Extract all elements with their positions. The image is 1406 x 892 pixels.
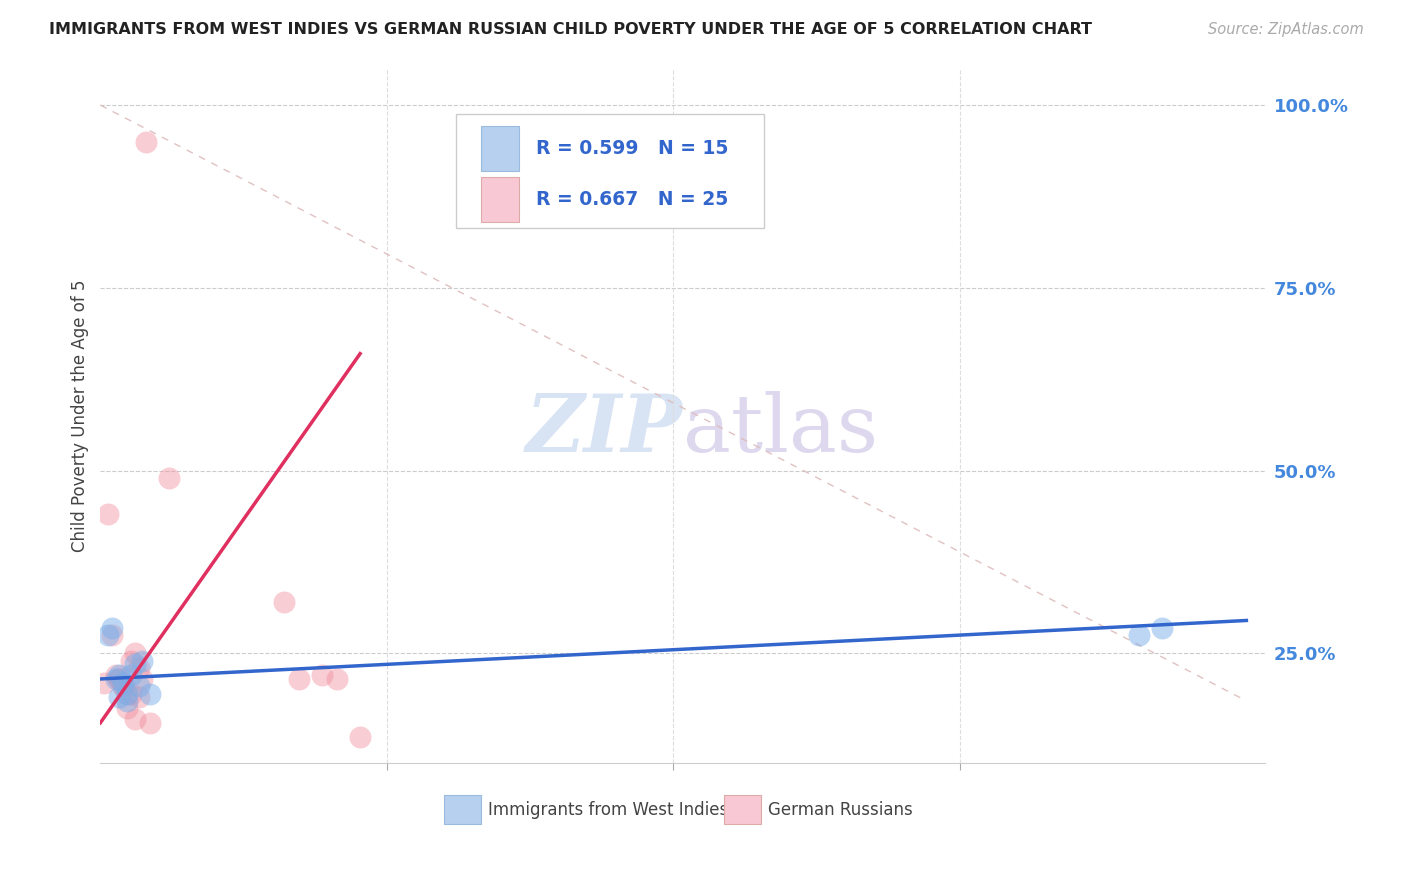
Point (349, 731, 371, 745)
Text: German Russians: German Russians (768, 801, 912, 819)
Point (115, 701, 138, 715)
Point (124, 646, 146, 660)
Point (120, 668, 142, 682)
Point (120, 654, 142, 668)
Point (108, 690, 131, 705)
Point (112, 679, 135, 693)
Point (101, 628, 124, 642)
Point (273, 595, 295, 609)
Point (157, 471, 180, 485)
Y-axis label: Child Poverty Under the Age of 5: Child Poverty Under the Age of 5 (72, 279, 89, 552)
Text: atlas: atlas (683, 391, 877, 468)
FancyBboxPatch shape (724, 795, 761, 824)
Point (115, 694, 138, 708)
Point (97, 508, 120, 522)
Point (131, 654, 153, 668)
Point (101, 621, 124, 635)
FancyBboxPatch shape (481, 177, 519, 222)
Text: R = 0.599   N = 15: R = 0.599 N = 15 (536, 139, 728, 158)
Point (135, 135, 157, 149)
Point (97, 628, 120, 642)
Text: Source: ZipAtlas.com: Source: ZipAtlas.com (1208, 22, 1364, 37)
FancyBboxPatch shape (456, 113, 765, 228)
Point (108, 672, 131, 686)
Point (108, 668, 131, 682)
Point (131, 672, 153, 686)
Point (104, 668, 127, 682)
Point (311, 668, 333, 682)
Text: R = 0.667   N = 25: R = 0.667 N = 25 (536, 190, 728, 209)
Point (128, 679, 150, 693)
Point (104, 672, 127, 686)
Point (108, 672, 131, 686)
Point (1152, 621, 1174, 635)
FancyBboxPatch shape (444, 795, 481, 824)
Point (124, 657, 146, 672)
Point (326, 672, 349, 686)
Point (112, 679, 135, 693)
Point (288, 672, 311, 686)
FancyBboxPatch shape (481, 127, 519, 171)
Point (115, 687, 138, 701)
Point (124, 712, 146, 726)
Point (93, 675, 115, 690)
Point (139, 715, 162, 730)
Point (115, 687, 138, 701)
Point (128, 690, 150, 705)
Text: ZIP: ZIP (526, 391, 683, 468)
Point (139, 687, 162, 701)
Point (120, 687, 142, 701)
Text: IMMIGRANTS FROM WEST INDIES VS GERMAN RUSSIAN CHILD POVERTY UNDER THE AGE OF 5 C: IMMIGRANTS FROM WEST INDIES VS GERMAN RU… (49, 22, 1092, 37)
Point (128, 661, 150, 675)
Point (1128, 628, 1150, 642)
Point (112, 675, 135, 690)
Text: Immigrants from West Indies: Immigrants from West Indies (488, 801, 728, 819)
